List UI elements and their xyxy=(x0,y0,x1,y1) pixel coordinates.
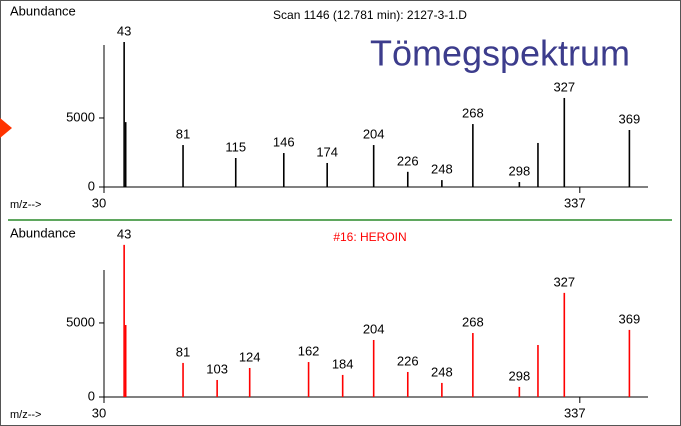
peak-label: 146 xyxy=(273,134,295,149)
x-tick-label: 30 xyxy=(92,195,106,210)
y-axis-label: Abundance xyxy=(10,3,76,18)
y-tick-label: 0 xyxy=(88,178,95,193)
peak-label: 81 xyxy=(176,344,190,359)
peak-label: 298 xyxy=(509,368,531,383)
peak-label: 204 xyxy=(363,321,385,336)
peak-label: 124 xyxy=(239,349,261,364)
peak-label: 327 xyxy=(553,274,575,289)
peak-label: 268 xyxy=(462,314,484,329)
x-tick-label: 337 xyxy=(564,405,586,420)
peak-label: 268 xyxy=(462,105,484,120)
peak-label: 204 xyxy=(363,126,385,141)
peak-label: 226 xyxy=(397,353,419,368)
chart-title: #16: HEROIN xyxy=(333,230,406,244)
chart-title: Scan 1146 (12.781 min): 2127-3-1.D xyxy=(273,8,467,22)
y-tick-label: 0 xyxy=(88,388,95,403)
peak-label: 43 xyxy=(117,23,131,38)
peak-label: 298 xyxy=(509,163,531,178)
y-tick-label: 5000 xyxy=(66,314,95,329)
peak-label: 369 xyxy=(619,111,641,126)
peak-label: 369 xyxy=(619,311,641,326)
peak-label: 43 xyxy=(117,226,131,241)
x-axis-label: m/z--> xyxy=(10,409,41,421)
overlay-title: Tömegspektrum xyxy=(370,33,630,74)
x-tick-label: 30 xyxy=(92,405,106,420)
peak-label: 162 xyxy=(298,343,320,358)
peak-label: 103 xyxy=(206,361,228,376)
peak-label: 174 xyxy=(316,144,338,159)
peak-label: 81 xyxy=(176,126,190,141)
peak-label: 248 xyxy=(431,162,453,177)
x-tick-label: 337 xyxy=(564,195,586,210)
peak-label: 226 xyxy=(397,153,419,168)
x-axis-label: m/z--> xyxy=(10,199,41,211)
pointer-arrow xyxy=(0,118,12,138)
peak-label: 115 xyxy=(225,139,246,154)
y-tick-label: 5000 xyxy=(66,109,95,124)
y-axis-label: Abundance xyxy=(10,225,76,240)
peak-label: 327 xyxy=(553,79,575,94)
peak-label: 248 xyxy=(431,364,453,379)
peak-label: 184 xyxy=(332,356,354,371)
